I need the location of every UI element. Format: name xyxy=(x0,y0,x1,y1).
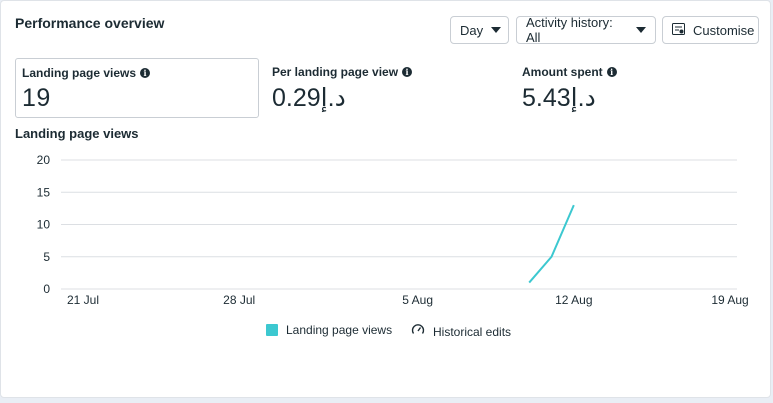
metric-label: Amount spent xyxy=(522,65,603,79)
customise-icon xyxy=(672,22,685,38)
x-tick-label: 12 Aug xyxy=(555,293,592,307)
metric-label: Landing page views xyxy=(22,66,137,80)
activity-history-dropdown[interactable]: Activity history: All xyxy=(516,15,656,45)
activity-dropdown-label: Activity history: All xyxy=(526,15,613,45)
y-tick-label: 0 xyxy=(43,282,50,296)
metric-card-landing-page-views[interactable]: Landing page views i 19 xyxy=(15,58,259,118)
series-line xyxy=(528,204,575,284)
x-tick-label: 21 Jul xyxy=(67,293,99,307)
panel-title: Performance overview xyxy=(15,15,165,31)
y-tick-label: 5 xyxy=(43,250,50,264)
x-tick-label: 28 Jul xyxy=(223,293,255,307)
period-dropdown[interactable]: Day xyxy=(450,16,509,44)
metric-value: 0.29د.إ xyxy=(272,84,346,112)
legend-item-historical-edits[interactable]: Historical edits xyxy=(411,323,511,340)
metric-value: 5.43د.إ xyxy=(522,84,596,112)
legend-item-series[interactable]: Landing page views xyxy=(266,323,392,337)
metric-card-per-landing-page-view[interactable]: Per landing page view i 0.29د.إ xyxy=(266,58,496,118)
chart-title: Landing page views xyxy=(15,126,139,141)
customise-label: Customise xyxy=(693,22,755,38)
period-dropdown-label: Day xyxy=(460,22,484,38)
x-tick-label: 5 Aug xyxy=(402,293,433,307)
metric-value: 19 xyxy=(22,84,51,112)
history-gauge-icon xyxy=(411,323,425,340)
legend-historical-label: Historical edits xyxy=(433,324,512,339)
info-icon[interactable]: i xyxy=(402,67,413,77)
x-tick-label: 19 Aug xyxy=(711,293,748,307)
info-icon[interactable]: i xyxy=(606,67,617,77)
legend-series-label: Landing page views xyxy=(286,323,393,337)
info-icon[interactable]: i xyxy=(140,68,151,78)
y-tick-label: 10 xyxy=(37,218,51,232)
line-chart: 0 5 10 15 20 21 Jul 28 Jul 5 Aug 12 Aug 19 Aug xyxy=(37,153,749,307)
caret-down-icon xyxy=(491,27,502,33)
metric-label: Per landing page view xyxy=(272,65,399,79)
series-swatch xyxy=(266,324,278,336)
y-tick-label: 20 xyxy=(37,153,51,167)
y-tick-label: 15 xyxy=(37,185,51,199)
caret-down-icon xyxy=(636,27,646,33)
metric-card-amount-spent[interactable]: Amount spent i 5.43د.إ xyxy=(516,58,746,118)
customise-button[interactable]: Customise xyxy=(662,16,759,44)
